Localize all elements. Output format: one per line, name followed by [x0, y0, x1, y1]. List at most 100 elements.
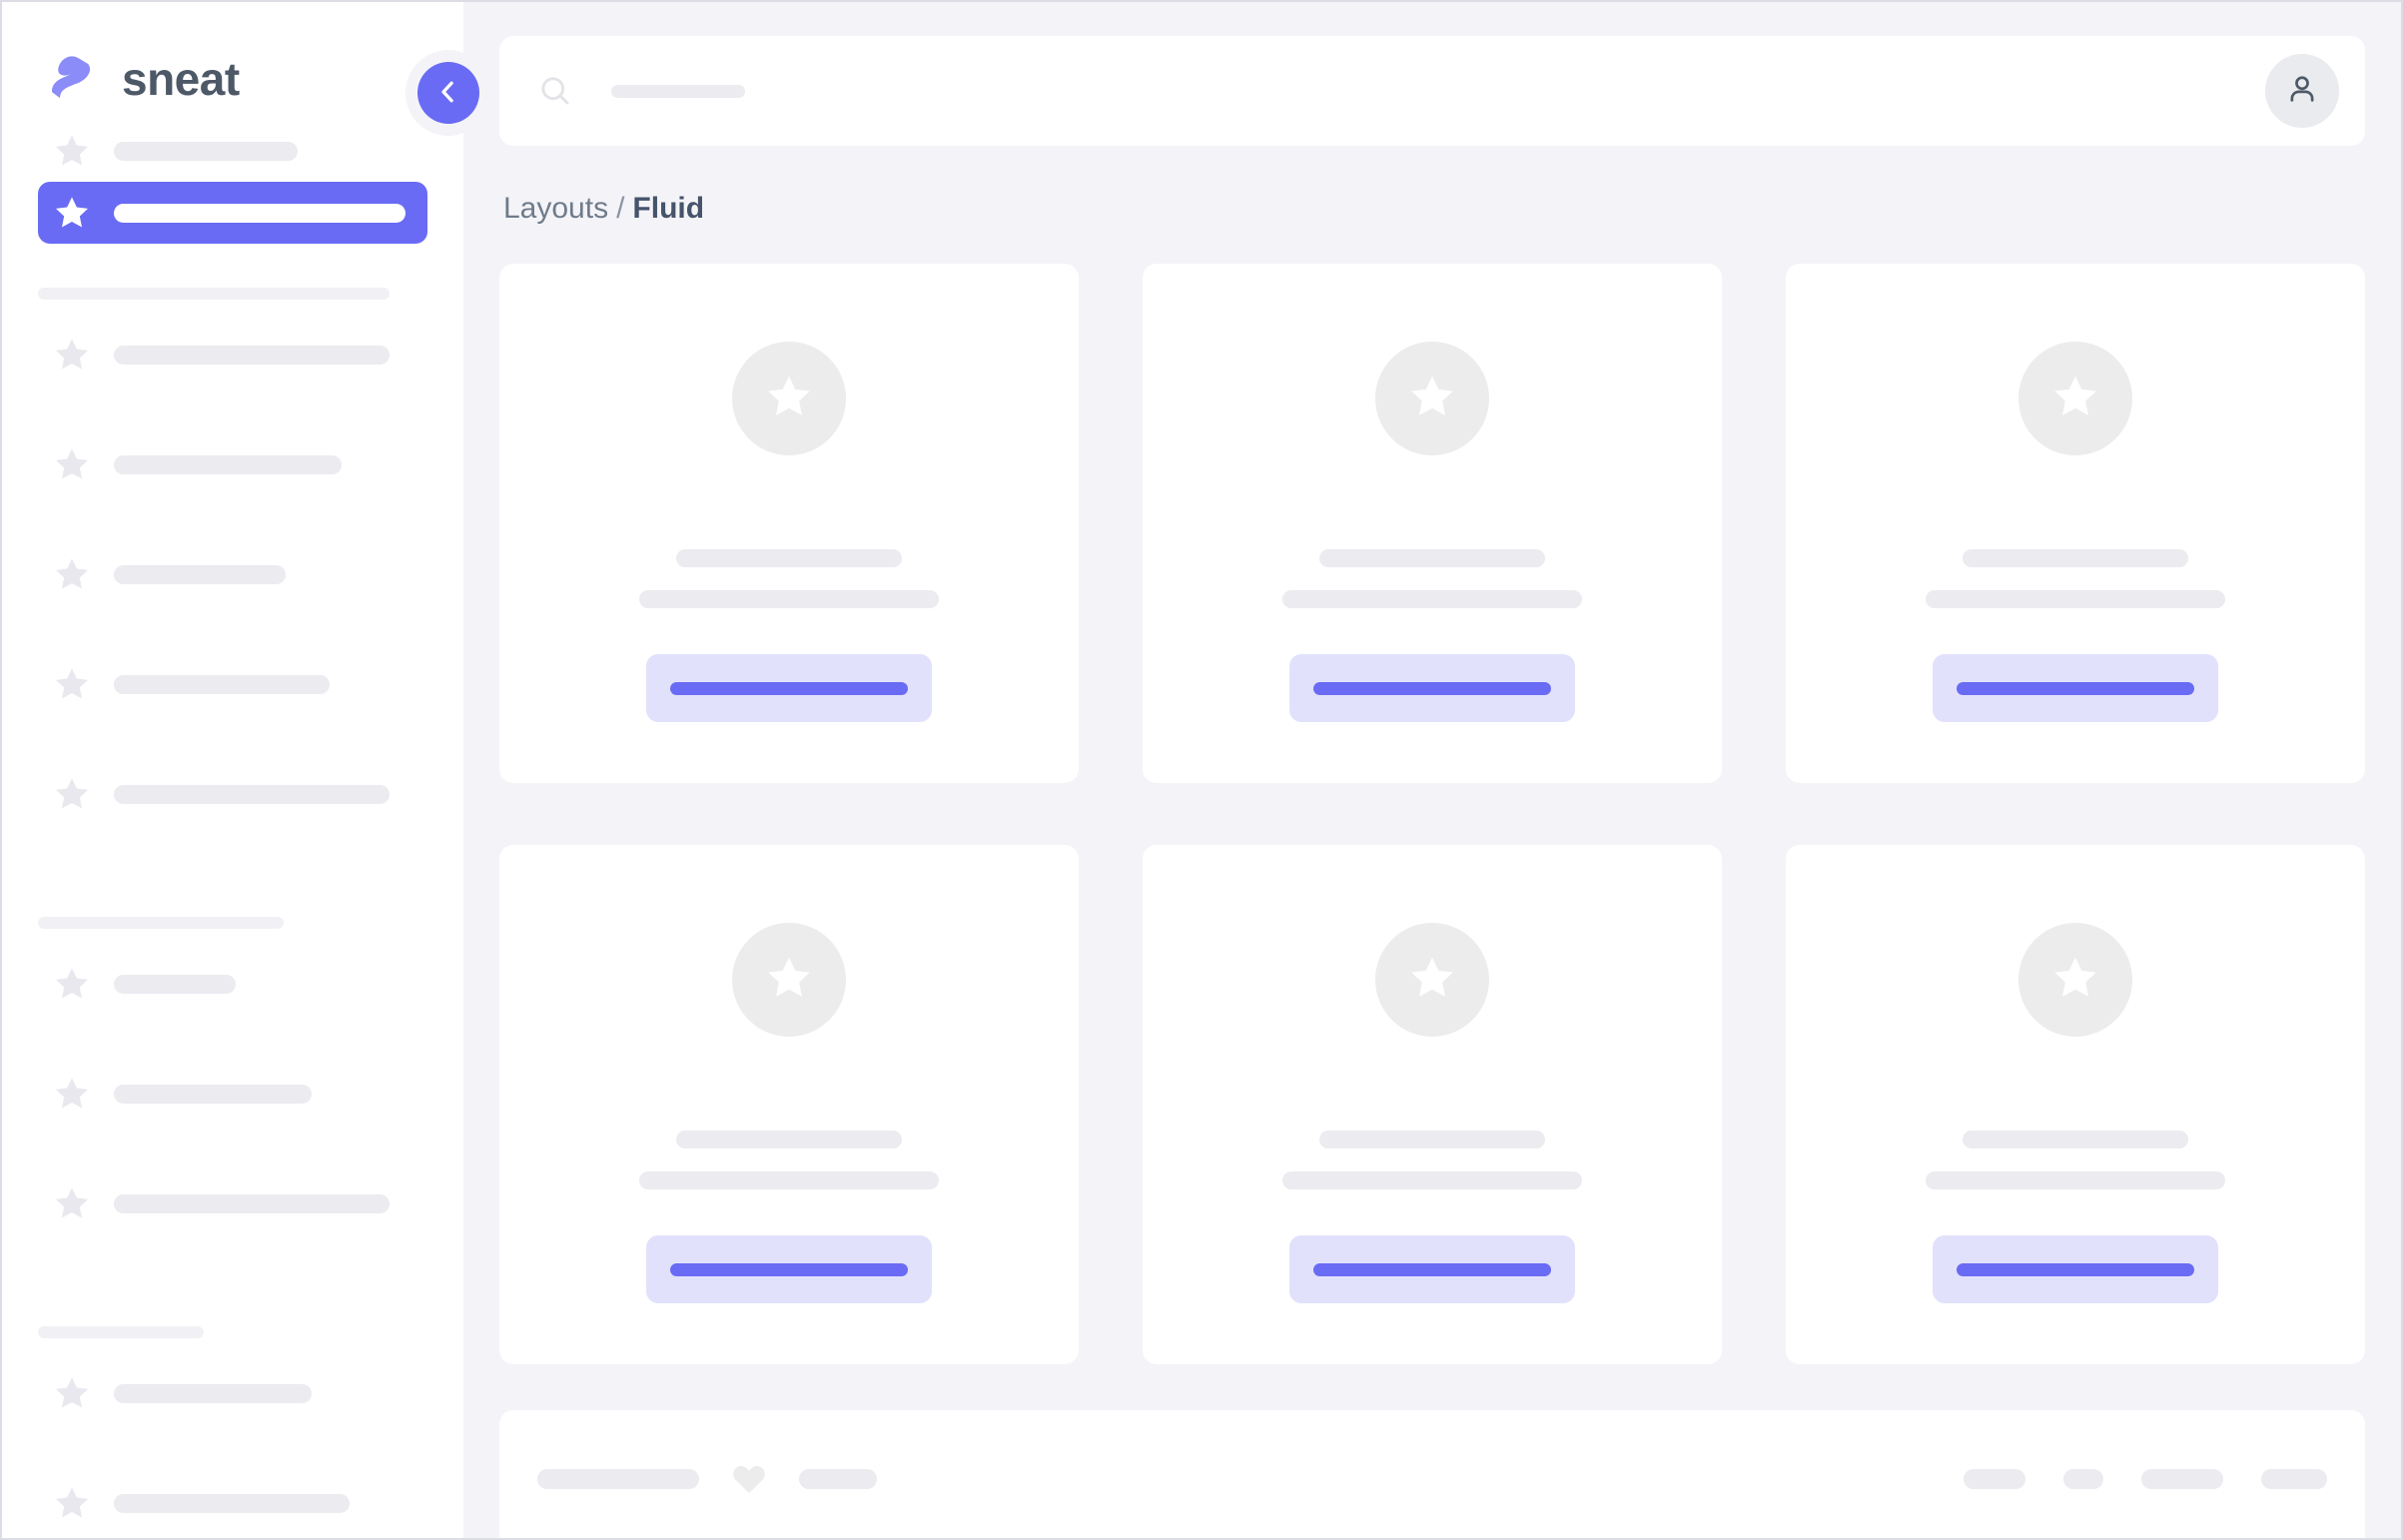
sidebar-item-label [114, 454, 342, 474]
sidebar-section-spacer [38, 873, 427, 917]
sidebar-item-group-one-4[interactable] [38, 763, 427, 825]
star-icon [52, 444, 92, 484]
sidebar-item-group-one-0[interactable] [38, 324, 427, 385]
card-avatar [732, 923, 846, 1037]
sidebar-item-group-two-2[interactable] [38, 1172, 427, 1234]
sidebar-item-label [114, 974, 236, 994]
star-icon [52, 1183, 92, 1223]
card-action-button[interactable] [1933, 654, 2218, 722]
star-icon [2049, 952, 2101, 1009]
star-icon [763, 952, 815, 1009]
breadcrumb: Layouts / Fluid [503, 194, 2365, 224]
sidebar-item-label [114, 1084, 312, 1104]
footer-right-skeleton-3 [2261, 1469, 2327, 1489]
sidebar-section-spacer [38, 300, 427, 324]
main-content: Layouts / Fluid [463, 2, 2401, 1538]
sidebar-menu [2, 120, 463, 1538]
search-icon [537, 73, 573, 109]
card-subtitle [639, 590, 939, 608]
brand-name: sneat [122, 53, 240, 105]
content-card [1786, 845, 2365, 1364]
card-avatar [1375, 342, 1489, 455]
star-icon [52, 1373, 92, 1413]
star-icon [1406, 371, 1458, 427]
sidebar-item-label [114, 1493, 350, 1513]
collapse-button-halo [405, 50, 491, 136]
card-subtitle [1926, 1171, 2225, 1189]
footer-left-skeleton-2 [799, 1469, 877, 1489]
star-icon [52, 964, 92, 1004]
sidebar-section-spacer [38, 1282, 427, 1326]
sidebar-item-group-one-3[interactable] [38, 653, 427, 715]
card-action-button[interactable] [1933, 1235, 2218, 1303]
content-card [499, 845, 1079, 1364]
content-card [499, 264, 1079, 783]
footer-right-skeleton-1 [2063, 1469, 2103, 1489]
sidebar-item-label [114, 141, 298, 161]
card-action-button[interactable] [1289, 654, 1575, 722]
sidebar-item-gap [38, 715, 427, 763]
card-avatar [732, 342, 846, 455]
card-avatar [1375, 923, 1489, 1037]
card-title [676, 1131, 902, 1149]
star-icon [52, 131, 92, 171]
sidebar-item-label [114, 674, 330, 694]
card-action-button[interactable] [1289, 1235, 1575, 1303]
card-action-button-label [670, 1262, 908, 1276]
sidebar-item-group-top-1[interactable] [38, 182, 427, 244]
card-action-button-label [1313, 681, 1551, 695]
star-icon [52, 193, 92, 233]
content-card [1786, 264, 2365, 783]
breadcrumb-separator: / [616, 192, 625, 225]
content-card [1143, 845, 1722, 1364]
sidebar-item-gap [38, 605, 427, 653]
sidebar-item-gap [38, 385, 427, 433]
star-icon [52, 1074, 92, 1114]
breadcrumb-parent[interactable]: Layouts [503, 192, 609, 225]
sidebar-item-gap [38, 1125, 427, 1172]
sidebar-item-group-one-2[interactable] [38, 543, 427, 605]
sidebar-item-gap [38, 495, 427, 543]
sidebar-item-group-three-1[interactable] [38, 1472, 427, 1534]
sidebar-item-group-three-0[interactable] [38, 1362, 427, 1424]
sidebar-item-gap [38, 825, 427, 873]
sidebar-item-group-top-0[interactable] [38, 120, 427, 182]
search-input[interactable] [611, 84, 745, 98]
sidebar-section-spacer [38, 244, 427, 288]
chevron-left-icon [433, 77, 463, 110]
sidebar-item-label [114, 345, 390, 365]
card-avatar [2018, 923, 2132, 1037]
sidebar: sneat [2, 2, 491, 1538]
sidebar-section-divider [38, 288, 390, 300]
card-subtitle [1282, 590, 1582, 608]
sidebar-item-gap [38, 1534, 427, 1538]
sidebar-section-divider [38, 1326, 204, 1338]
footer-bar [499, 1410, 2365, 1538]
card-subtitle [1926, 590, 2225, 608]
sidebar-item-gap [38, 1234, 427, 1282]
sidebar-section-spacer [38, 929, 427, 953]
card-grid [499, 264, 2365, 1364]
star-icon [52, 335, 92, 375]
sidebar-item-label [114, 564, 286, 584]
user-icon [2283, 70, 2321, 113]
brand[interactable]: sneat [2, 2, 463, 120]
avatar[interactable] [2265, 54, 2339, 128]
card-action-button[interactable] [646, 654, 932, 722]
card-title [1319, 549, 1545, 567]
sneat-s-logo-icon [38, 48, 100, 110]
sidebar-item-group-two-0[interactable] [38, 953, 427, 1015]
search-bar[interactable] [537, 73, 2265, 109]
sidebar-item-label [114, 784, 390, 804]
sidebar-item-group-one-1[interactable] [38, 433, 427, 495]
content-card [1143, 264, 1722, 783]
sidebar-collapse-button[interactable] [417, 62, 479, 124]
sidebar-item-gap [38, 1015, 427, 1063]
footer-right-skeleton-0 [1964, 1469, 2025, 1489]
sidebar-item-group-two-1[interactable] [38, 1063, 427, 1125]
footer-right-group [1964, 1469, 2327, 1489]
star-icon [2049, 371, 2101, 427]
card-action-button[interactable] [646, 1235, 932, 1303]
sidebar-item-label [114, 1383, 312, 1403]
